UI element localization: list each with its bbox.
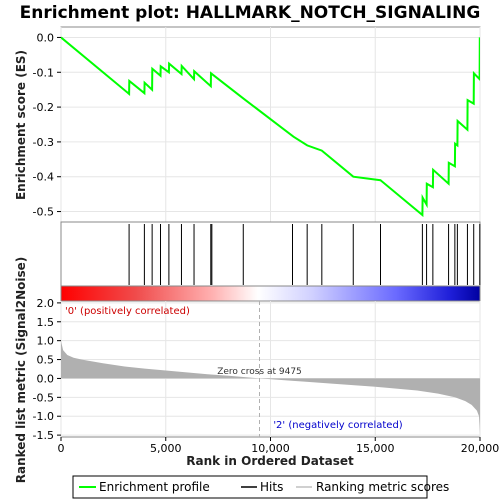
ranking-heat-bar bbox=[60, 285, 481, 302]
metric-y-tick-label: -1.5 bbox=[33, 429, 54, 442]
positive-correlation-label: '0' (positively correlated) bbox=[65, 306, 190, 317]
x-tick-label: 5,000 bbox=[150, 442, 182, 455]
x-axis-ticks: 0 5,000 10,000 15,000 20,000 bbox=[58, 437, 500, 455]
es-y-axis-label: Enrichment score (ES) bbox=[14, 50, 28, 200]
hits-panel-frame bbox=[60, 221, 481, 287]
es-y-tick-label: -0.2 bbox=[33, 101, 54, 114]
x-axis-label: Rank in Ordered Dataset bbox=[186, 454, 354, 468]
es-grid bbox=[60, 27, 481, 222]
legend-label-metric: Ranking metric scores bbox=[316, 480, 449, 494]
es-y-ticks: 0.0 -0.1 -0.2 -0.3 -0.4 -0.5 bbox=[33, 31, 61, 219]
metric-y-tick-label: -1.0 bbox=[33, 410, 54, 423]
negative-correlation-label: '2' (negatively correlated) bbox=[273, 420, 402, 431]
legend-label-hits: Hits bbox=[260, 480, 283, 494]
es-y-tick-label: -0.4 bbox=[33, 171, 54, 184]
es-y-tick-label: -0.1 bbox=[33, 66, 54, 79]
chart-title: Enrichment plot: HALLMARK_NOTCH_SIGNALIN… bbox=[20, 3, 481, 23]
x-tick-label: 15,000 bbox=[356, 442, 395, 455]
metric-y-tick-label: 1.0 bbox=[37, 335, 55, 348]
legend-label-profile: Enrichment profile bbox=[99, 480, 210, 494]
legend: Enrichment profile Hits Ranking metric s… bbox=[72, 475, 449, 499]
hit-marks bbox=[128, 224, 481, 285]
metric-y-tick-label: 0.5 bbox=[37, 354, 55, 367]
x-tick-label: 0 bbox=[58, 442, 65, 455]
es-y-tick-label: -0.3 bbox=[33, 136, 54, 149]
metric-y-tick-label: 2.0 bbox=[37, 297, 55, 310]
x-tick-label: 20,000 bbox=[461, 442, 500, 455]
zero-cross-label: Zero cross at 9475 bbox=[217, 367, 302, 377]
enrichment-profile-line bbox=[61, 36, 480, 218]
es-y-tick-label: 0.0 bbox=[37, 31, 55, 44]
metric-y-ticks: 2.0 1.5 1.0 0.5 0.0 -0.5 -1.0 -1.5 bbox=[33, 297, 61, 442]
es-y-tick-label: -0.5 bbox=[33, 206, 54, 219]
metric-y-tick-label: -0.5 bbox=[33, 391, 54, 404]
metric-y-axis-label: Ranked list metric (Signal2Noise) bbox=[14, 257, 28, 484]
ranking-metric-area bbox=[61, 340, 480, 434]
metric-y-tick-label: 0.0 bbox=[37, 372, 55, 385]
metric-y-tick-label: 1.5 bbox=[37, 316, 55, 329]
x-tick-label: 10,000 bbox=[251, 442, 290, 455]
